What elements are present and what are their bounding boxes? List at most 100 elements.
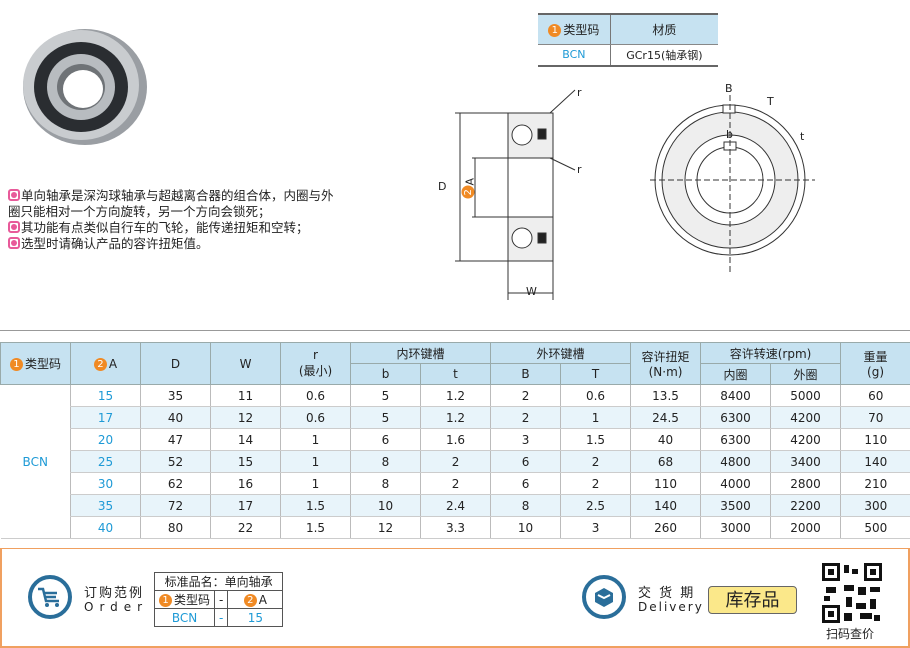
table-cell: 6 [490, 450, 561, 473]
label-W: W [526, 285, 537, 298]
label-t: t [800, 130, 805, 143]
order-section [0, 548, 910, 648]
table-cell: 3500 [700, 494, 771, 517]
table-cell: 1.5 [560, 428, 631, 451]
table-row: 20 47 14 1 6 1.6 3 1.5 40 6300 4200 110 [1, 428, 910, 451]
table-cell: 3.3 [419, 516, 491, 539]
table-cell: 11 [210, 384, 281, 407]
table-cell: 5 [350, 384, 421, 407]
label-B: B [725, 82, 733, 95]
table-cell: 16 [210, 472, 281, 495]
table-cell: 5 [350, 406, 421, 429]
table-cell: 15 [70, 384, 141, 407]
table-cell: 10 [350, 494, 421, 517]
table-cell: 2 [560, 472, 631, 495]
front-view-drawing [650, 95, 815, 275]
table-cell: 0.6 [280, 384, 351, 407]
table-cell: 8 [490, 494, 561, 517]
table-cell: 4200 [770, 428, 841, 451]
table-cell: 300 [840, 494, 910, 517]
description-item: 单向轴承是深沟球轴承与超越离合器的组合体，内圈与外圈只能相对一个方向旋转，另一个… [8, 188, 334, 219]
order-title-en: Order [84, 600, 149, 614]
table-cell: 35 [70, 494, 141, 517]
delivery-box-icon [582, 575, 626, 619]
table-cell: 6 [490, 472, 561, 495]
table-cell: 2 [490, 384, 561, 407]
table-cell: 260 [630, 516, 701, 539]
table-cell: 60 [840, 384, 910, 407]
label-r-bottom: r [577, 163, 582, 176]
table-cell: 3 [490, 428, 561, 451]
bullet-icon [8, 237, 20, 249]
bearing-photo [23, 29, 147, 145]
table-cell: 70 [840, 406, 910, 429]
description: 单向轴承是深沟球轴承与超越离合器的组合体，内圈与外圈只能相对一个方向旋转，另一个… [8, 188, 343, 252]
table-cell: 210 [840, 472, 910, 495]
table-cell: 2000 [770, 516, 841, 539]
table-cell: 25 [70, 450, 141, 473]
table-cell: 4200 [770, 406, 841, 429]
table-cell: 24.5 [630, 406, 701, 429]
table-row: 25 52 15 1 8 2 6 2 68 4800 3400 140 [1, 450, 910, 473]
table-cell: 30 [70, 472, 141, 495]
table-cell: 2.5 [560, 494, 631, 517]
bullet-icon [8, 221, 20, 233]
table-row: 17 40 12 0.6 5 1.2 2 1 24.5 6300 4200 70 [1, 406, 910, 429]
table-cell: 2200 [770, 494, 841, 517]
table-cell: 3 [560, 516, 631, 539]
table-cell: 4800 [700, 450, 771, 473]
table-cell: 8 [350, 450, 421, 473]
table-cell: 5000 [770, 384, 841, 407]
type-cell: BCN [0, 384, 71, 539]
table-cell: 2.4 [419, 494, 491, 517]
table-cell: 15 [210, 450, 281, 473]
table-cell: 110 [630, 472, 701, 495]
bullet-icon [8, 189, 20, 201]
table-cell: 6300 [700, 428, 771, 451]
cross-section-drawing [455, 89, 576, 300]
table-cell: 8 [350, 472, 421, 495]
table-cell: 3400 [770, 450, 841, 473]
table-cell: 35 [140, 384, 211, 407]
order-title: 订购范例 [84, 586, 145, 601]
label-r-top: r [577, 86, 582, 99]
table-cell: 12 [210, 406, 281, 429]
table-row: BCN 15 35 11 0.6 5 1.2 2 0.6 13.5 8400 5000 60 [0, 384, 910, 539]
material-table: 1 类型码 材质 BCN GCr15(轴承钢) [538, 13, 718, 67]
table-cell: 10 [490, 516, 561, 539]
table-cell: 2 [419, 450, 491, 473]
table-cell: 8400 [700, 384, 771, 407]
order-example-table: 标准品名：单向轴承 1 类型码 -2 A BCN -15 [153, 572, 284, 627]
table-row: 30 62 16 1 8 2 6 2 110 4000 2800 210 [1, 472, 910, 495]
table-row: 40 80 22 1.5 12 3.3 10 3 260 3000 2000 500 [1, 516, 910, 539]
description-item: 选型时请确认产品的容许扭矩值。 [8, 236, 343, 252]
table-cell: 20 [70, 428, 141, 451]
table-cell: 17 [70, 406, 141, 429]
table-cell: 6300 [700, 406, 771, 429]
table-cell: 1.6 [419, 428, 491, 451]
label-T: T [767, 95, 774, 108]
table-cell: 14 [210, 428, 281, 451]
table-cell: 1 [280, 450, 351, 473]
table-cell: 40 [140, 406, 211, 429]
table-cell: 40 [630, 428, 701, 451]
delivery-title-en: Delivery [638, 600, 704, 614]
table-cell: 47 [140, 428, 211, 451]
qr-label: 扫码查价 [826, 627, 875, 641]
table-cell: 4000 [700, 472, 771, 495]
table-cell: 62 [140, 472, 211, 495]
table-cell: 0.6 [280, 406, 351, 429]
table-cell: 52 [140, 450, 211, 473]
table-cell: 13.5 [630, 384, 701, 407]
table-cell: 68 [630, 450, 701, 473]
table-cell: 22 [210, 516, 281, 539]
table-cell: 140 [840, 450, 910, 473]
label-D: D [438, 180, 447, 193]
table-cell: 3000 [700, 516, 771, 539]
table-cell: 6 [350, 428, 421, 451]
qr-code-icon[interactable] [822, 563, 882, 623]
table-cell: 2 [560, 450, 631, 473]
table-cell: 110 [840, 428, 910, 451]
table-cell: 140 [630, 494, 701, 517]
table-cell: 2 [419, 472, 491, 495]
